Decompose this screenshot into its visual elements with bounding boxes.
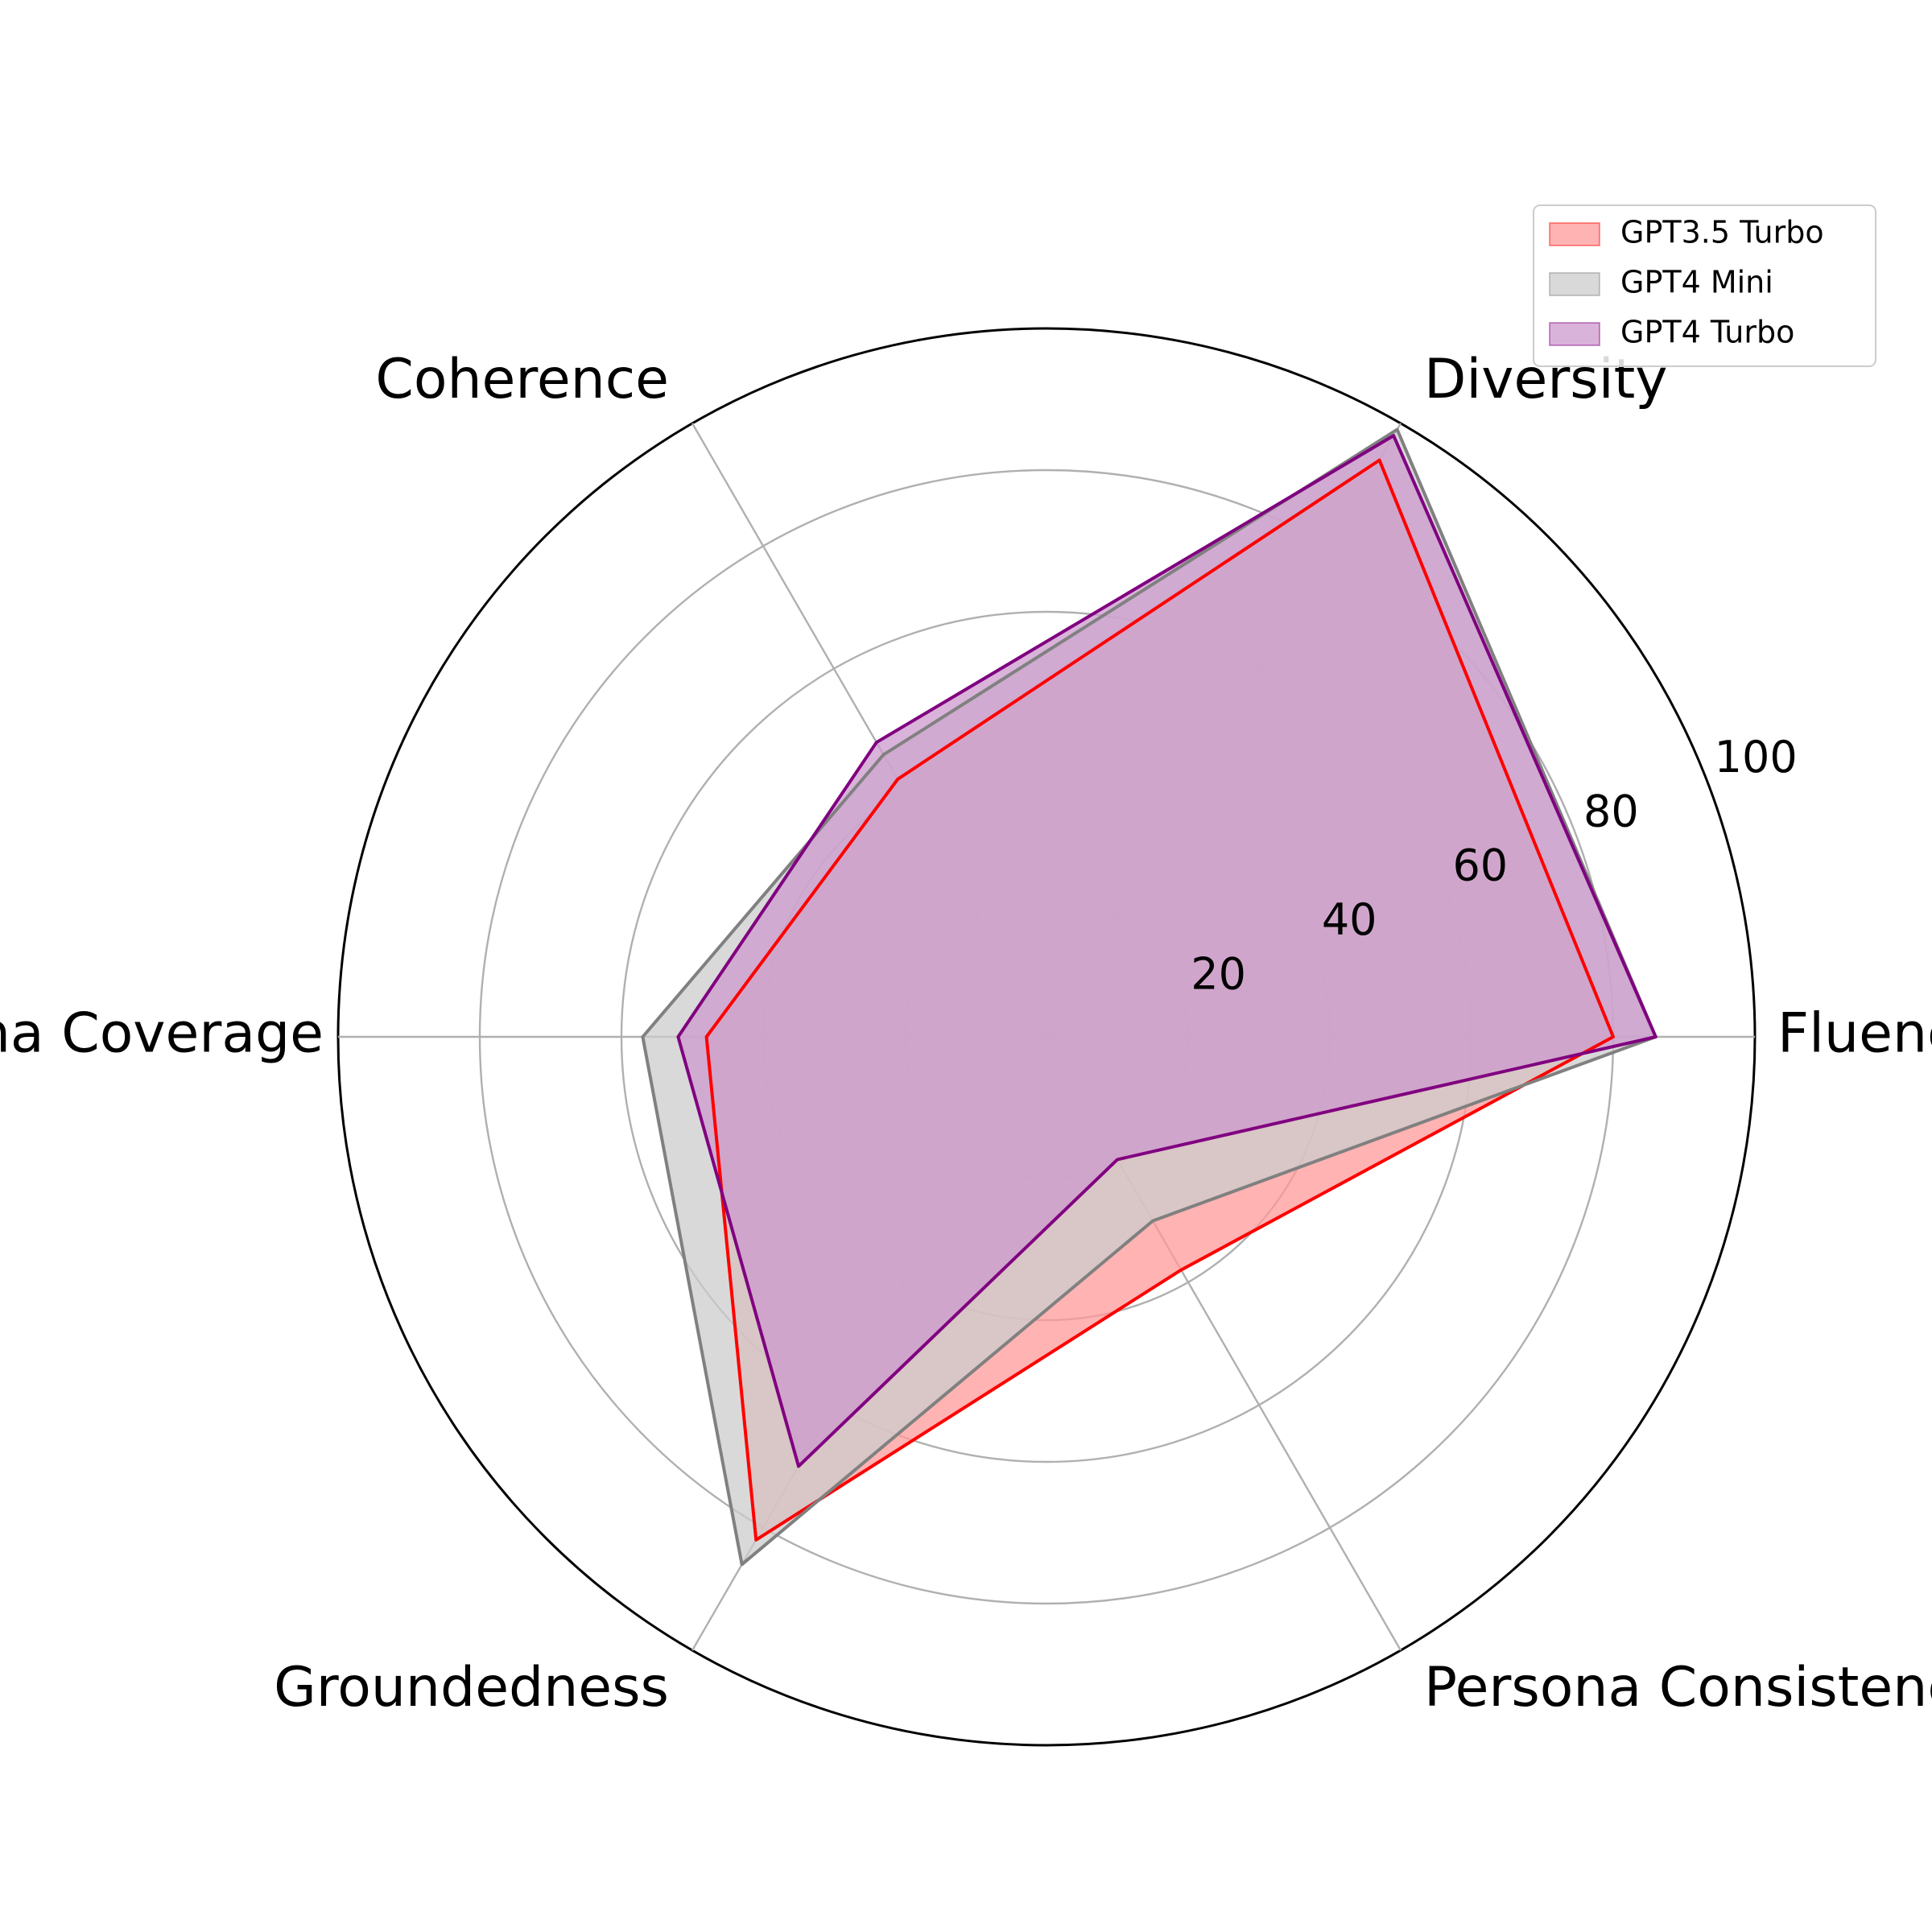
legend-swatch-1	[1549, 272, 1600, 296]
r-tick-label: 80	[1583, 786, 1639, 836]
legend-swatch-0	[1549, 222, 1600, 246]
r-tick-label: 20	[1191, 948, 1246, 999]
series-line-2	[676, 434, 1657, 1468]
axis-label-5: Persona Consistency	[1424, 1656, 1932, 1719]
legend: GPT3.5 Turbo GPT4 Mini GPT4 Turbo	[1533, 204, 1876, 367]
r-tick-label: 40	[1322, 894, 1377, 945]
axis-label-3: Persona Coverage	[0, 1002, 324, 1066]
series-area-2	[678, 436, 1656, 1467]
legend-swatch-2	[1549, 322, 1600, 346]
legend-label-0: GPT3.5 Turbo	[1620, 215, 1824, 250]
series-line-1	[641, 427, 1657, 1567]
series-line-0	[704, 458, 1615, 1542]
r-tick-label: 60	[1452, 840, 1508, 891]
axis-label-4: Groundedness	[274, 1656, 669, 1719]
legend-box	[1533, 204, 1876, 367]
axis-label-0: Fluency	[1777, 1002, 1932, 1066]
r-tick-label: 100	[1715, 732, 1798, 782]
legend-label-2: GPT4 Turbo	[1620, 315, 1794, 350]
radar-series	[641, 427, 1657, 1567]
legend-label-1: GPT4 Mini	[1620, 265, 1773, 300]
axis-label-2: Coherence	[375, 348, 669, 411]
